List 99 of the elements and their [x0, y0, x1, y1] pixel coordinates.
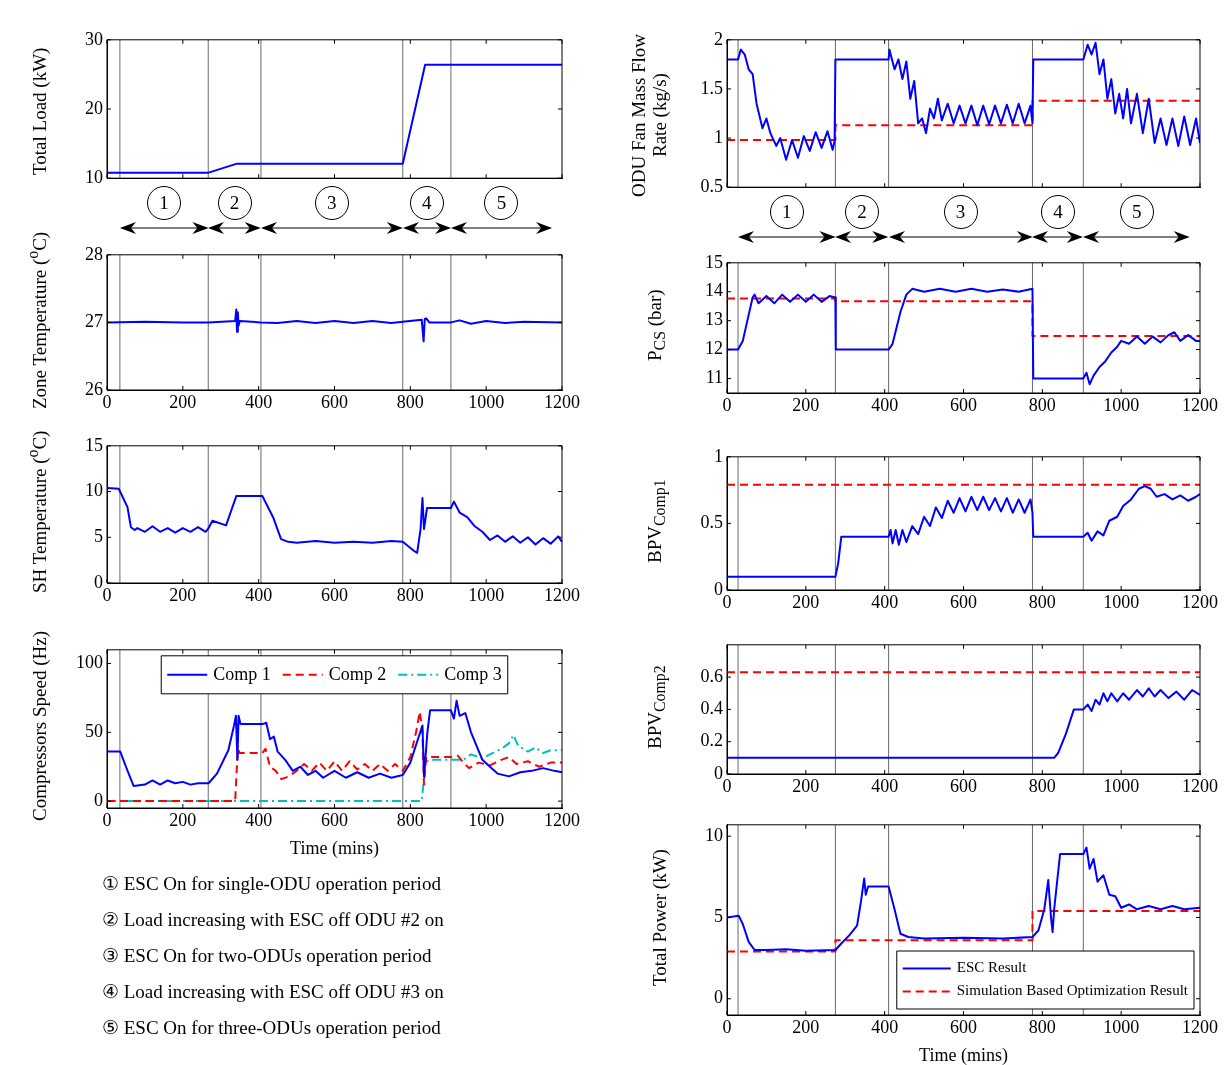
x-tick-label: 600 — [950, 591, 977, 612]
x-tick-label: 600 — [321, 809, 348, 830]
x-tick-label: 200 — [792, 591, 820, 612]
x-tick-label: 800 — [396, 809, 424, 830]
x-tick-label: 1200 — [1182, 394, 1218, 415]
x-tick-label: 800 — [396, 391, 424, 412]
x-tick-label: 1000 — [1103, 775, 1140, 796]
text: 1 — [769, 195, 804, 230]
x-tick-label: 600 — [950, 1016, 977, 1037]
text: ④ Load increasing with ESC off ODU #3 on — [102, 980, 444, 1003]
legend-label: Comp 1 — [213, 663, 271, 684]
x-tick-label: 600 — [950, 394, 977, 415]
y-axis-title: Compressors Speed (Hz) — [29, 630, 50, 824]
text: 3 — [943, 195, 978, 230]
text: 4 — [409, 186, 444, 221]
y-tick-label: 1.5 — [700, 77, 723, 98]
x-tick-label: 600 — [950, 775, 977, 796]
x-tick-label: 400 — [871, 394, 899, 415]
y-tick-label: 0 — [94, 789, 103, 810]
y-tick-label: 28 — [85, 243, 103, 264]
x-tick-label: 1200 — [1182, 775, 1218, 796]
y-tick-label: 14 — [705, 280, 723, 301]
y-tick-label: 26 — [85, 378, 103, 399]
y-tick-label: 11 — [705, 367, 723, 388]
x-tick-label: 800 — [1028, 591, 1056, 612]
y-tick-label: 5 — [714, 906, 723, 927]
x-tick-label: 400 — [245, 584, 273, 605]
y-axis-title: Total Power (kW) — [649, 848, 670, 988]
y-tick-label: 10 — [85, 480, 103, 501]
text: 1 — [147, 186, 182, 221]
y-tick-label: 2 — [714, 28, 723, 49]
y-tick-label: 15 — [85, 434, 103, 455]
x-tick-label: 1000 — [468, 809, 505, 830]
legend-label: Simulation Based Optimization Result — [956, 982, 1189, 999]
x-tick-label: 200 — [169, 584, 197, 605]
x-tick-label: 1200 — [544, 584, 580, 605]
y-tick-label: 0 — [714, 762, 723, 783]
x-tick-label: 1200 — [544, 809, 580, 830]
x-tick-label: 1200 — [544, 391, 580, 412]
x-tick-label: 200 — [169, 391, 197, 412]
x-tick-label: 400 — [871, 775, 899, 796]
y-tick-label: 15 — [705, 251, 723, 272]
y-tick-label: 0.4 — [700, 698, 723, 719]
x-tick-label: 1200 — [1182, 1016, 1218, 1037]
text: ① ESC On for single-ODU operation period — [102, 872, 441, 895]
x-tick-label: 200 — [169, 809, 197, 830]
text: 4 — [1040, 195, 1075, 230]
text: 2 — [845, 195, 879, 230]
x-tick-label: 600 — [321, 584, 348, 605]
x-tick-label: 1000 — [468, 584, 505, 605]
x-tick-label: 800 — [396, 584, 424, 605]
x-tick-label: 400 — [871, 591, 899, 612]
y-tick-label: 100 — [76, 652, 103, 673]
y-tick-label: 1 — [714, 126, 723, 147]
text: ⑤ ESC On for three-ODUs operation period — [102, 1016, 441, 1039]
y-tick-label: 20 — [85, 97, 103, 118]
x-tick-label: 800 — [1028, 394, 1056, 415]
x-tick-label: 200 — [792, 775, 820, 796]
y-tick-label: 0.5 — [700, 512, 723, 533]
x-axis-title: Time (mins) — [290, 837, 379, 859]
text: 5 — [484, 186, 519, 221]
x-tick-label: 200 — [792, 1016, 820, 1037]
x-tick-label: 1000 — [1103, 1016, 1140, 1037]
text: 3 — [314, 186, 349, 221]
x-tick-label: 800 — [1028, 1016, 1056, 1037]
y-tick-label: 1 — [714, 445, 723, 466]
y-tick-label: 50 — [85, 721, 103, 742]
legend-label: ESC Result — [956, 959, 1028, 976]
legend-label: Comp 3 — [444, 663, 502, 684]
legend-label: Comp 2 — [328, 663, 387, 684]
x-tick-label: 1200 — [1182, 591, 1218, 612]
y-tick-label: 13 — [705, 309, 723, 330]
x-axis-title: Time (mins) — [919, 1044, 1008, 1065]
y-tick-label: 5 — [94, 526, 103, 546]
y-tick-label: 0.5 — [700, 175, 723, 196]
y-tick-label: 0.2 — [700, 730, 723, 751]
x-tick-label: 800 — [1028, 775, 1056, 796]
y-tick-label: 0 — [94, 571, 103, 592]
y-axis-title: ODU Fan Mass Flow Rate (kg/s) — [628, 32, 670, 200]
y-tick-label: 10 — [705, 824, 723, 845]
x-tick-label: 1000 — [1103, 591, 1140, 612]
x-tick-label: 1000 — [1103, 394, 1140, 415]
y-tick-label: 12 — [705, 338, 723, 359]
y-tick-label: 30 — [85, 28, 103, 49]
y-axis-title: Total Load (kW) — [29, 46, 50, 177]
x-tick-label: 400 — [871, 1016, 899, 1037]
x-tick-label: 600 — [321, 391, 348, 412]
x-tick-label: 200 — [792, 394, 820, 415]
x-tick-label: 400 — [245, 391, 273, 412]
text: ③ ESC On for two-ODUs operation period — [102, 944, 432, 967]
x-tick-label: 1000 — [468, 391, 505, 412]
y-tick-label: 0.6 — [700, 665, 723, 686]
text: ② Load increasing with ESC off ODU #2 on — [102, 908, 444, 931]
text: 5 — [1119, 195, 1154, 230]
text: 2 — [217, 186, 252, 221]
x-tick-label: 400 — [245, 809, 273, 830]
y-tick-label: 27 — [85, 311, 103, 332]
y-tick-label: 10 — [85, 166, 103, 187]
y-tick-label: 0 — [714, 987, 723, 1008]
